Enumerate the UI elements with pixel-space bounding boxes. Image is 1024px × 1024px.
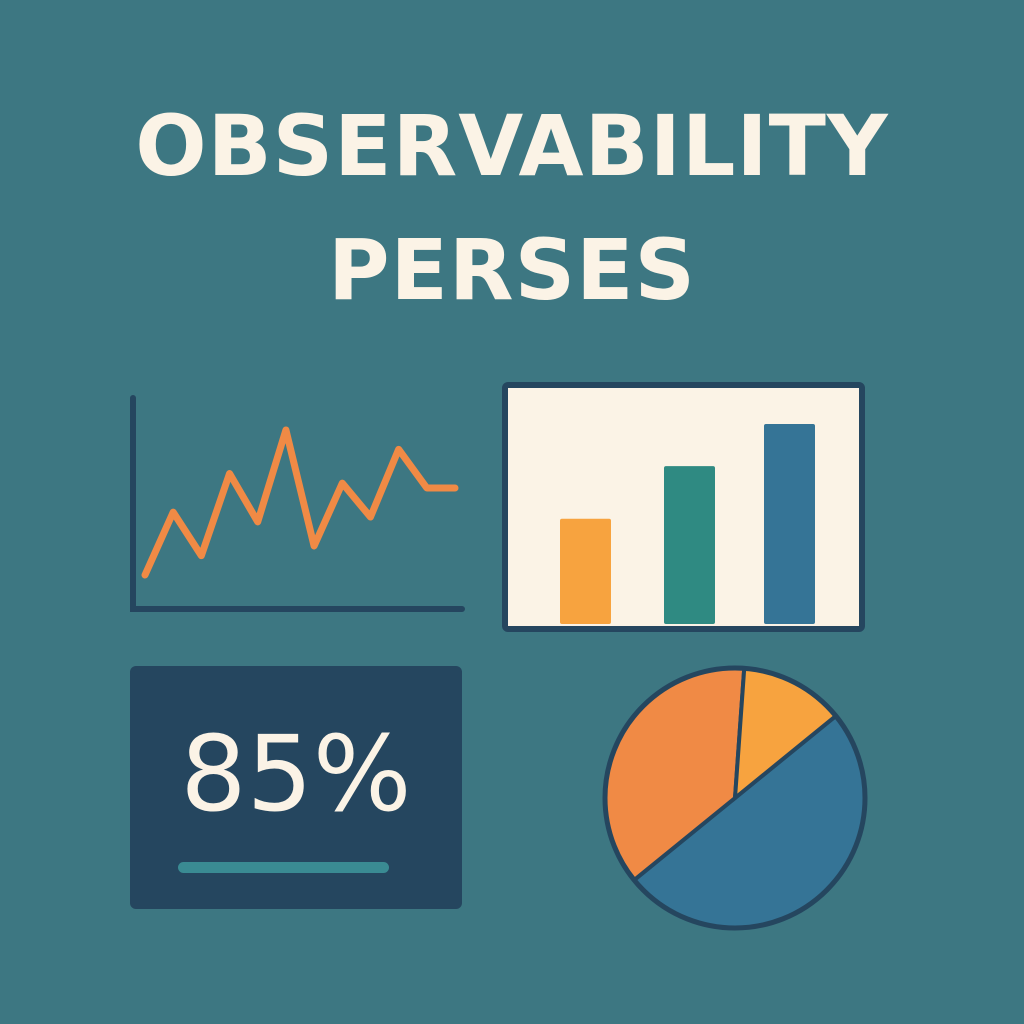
bar-2 — [664, 466, 715, 624]
line-series — [141, 426, 459, 579]
line-chart-series-group — [141, 426, 459, 579]
kpi-underline — [178, 862, 389, 873]
line-chart-axes — [130, 395, 465, 612]
title-line-1: OBSERVABILITY — [135, 97, 889, 195]
kpi-value: 85% — [180, 713, 412, 835]
title-line-2: PERSES — [327, 221, 696, 319]
bar-chart-bars-group — [560, 424, 815, 624]
bar-1 — [560, 518, 611, 624]
pie-chart-group — [602, 665, 868, 931]
pie-outline — [602, 665, 868, 931]
bar-3 — [764, 424, 815, 624]
